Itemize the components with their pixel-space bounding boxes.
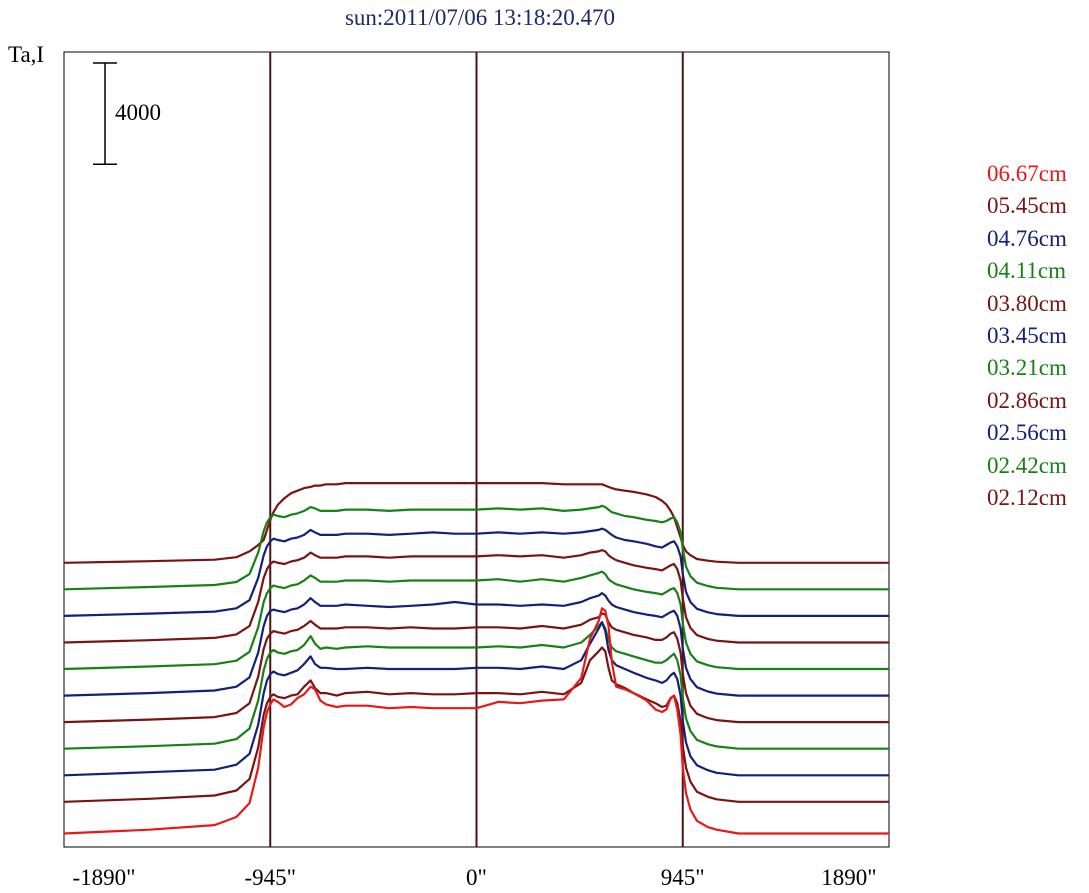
legend-item: 02.12cm [987,484,1067,510]
stacked-profile-chart: 4000 -1890" -945" 0" 945" 1890" [63,51,890,890]
series-line-06.67cm [63,607,889,835]
scale-bar-label: 4000 [115,100,161,125]
series-line-02.42cm [63,504,889,591]
legend-item: 06.67cm [987,161,1067,186]
series-line-02.86cm [63,548,889,644]
x-tick-labels: -1890" -945" 0" 945" 1890" [72,865,876,890]
legend-item: 04.11cm [987,258,1066,284]
chart-title: sun:2011/07/06 13:18:20.470 [344,5,616,30]
series-line-04.76cm [63,621,889,777]
x-tick-label: 945" [661,865,705,890]
legend-item: 02.86cm [987,387,1067,413]
y-axis-label: Ta,I [8,42,45,67]
x-tick-label: 1890" [821,865,876,890]
series-lines [63,482,889,835]
scale-bar: 4000 [93,62,161,165]
series-line-02.56cm [63,527,889,618]
x-tick-label: 0" [466,865,487,890]
series-line-03.80cm [63,612,889,724]
x-tick-label: -1890" [72,865,135,890]
series-line-03.45cm [63,591,889,697]
legend-item: 05.45cm [987,193,1067,219]
legend-item: 03.45cm [987,322,1067,348]
legend-item: 04.76cm [987,225,1067,251]
series-line-05.45cm [63,646,889,803]
series-line-03.21cm [63,570,889,671]
vertical-markers [269,52,684,847]
legend: 06.67cm 05.45cm 04.76cm 04.11cm 03.80cm 03.45… [987,158,1067,514]
legend-item: 02.56cm [987,420,1067,446]
x-tick-label: -945" [244,865,296,890]
legend-item: 03.80cm [987,290,1067,316]
legend-item: 03.21cm [987,355,1067,381]
series-line-04.11cm [63,621,889,750]
legend-item: 02.42cm [987,452,1067,478]
